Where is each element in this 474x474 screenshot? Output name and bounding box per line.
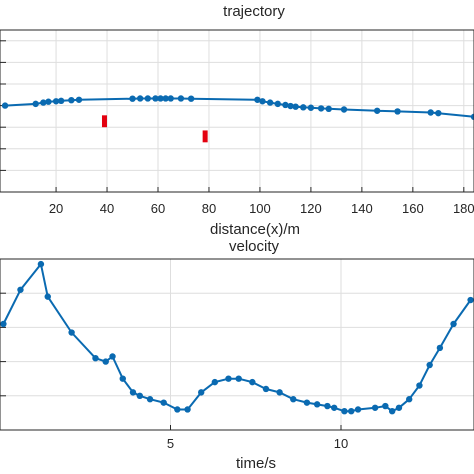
velocity-point [119, 375, 126, 382]
trajectory-point [394, 108, 401, 115]
velocity-xtick-label: 10 [334, 436, 348, 451]
velocity-xtick-label: 5 [167, 436, 174, 451]
trajectory-point [167, 95, 174, 102]
trajectory-point [470, 113, 474, 121]
trajectory-xtick-label: 20 [49, 201, 63, 216]
trajectory-point [300, 104, 307, 111]
velocity-point [129, 389, 137, 396]
velocity-point [467, 296, 474, 304]
trajectory-point [32, 100, 39, 108]
velocity-point [37, 260, 45, 268]
trajectory-line [5, 97, 474, 118]
velocity-point [450, 320, 457, 328]
trajectory-xlabel: distance(x)/m [210, 221, 300, 238]
velocity-point [382, 402, 389, 410]
velocity-point [0, 320, 7, 328]
velocity-point [262, 385, 270, 393]
velocity-axes-frame [0, 258, 474, 431]
velocity-point [44, 293, 51, 300]
trajectory-point [435, 109, 442, 117]
velocity-point [136, 392, 144, 399]
velocity-point [249, 378, 256, 386]
obstacle-marker [101, 115, 107, 128]
trajectory-point [266, 99, 274, 106]
trajectory-point [254, 96, 261, 103]
trajectory-xtick-label: 180 [453, 201, 474, 216]
trajectory-point [144, 95, 152, 102]
trajectory-point [274, 100, 281, 108]
velocity-point [225, 375, 232, 382]
velocity-point [426, 361, 433, 369]
velocity-point [290, 396, 297, 403]
trajectory-panel: trajectory 20 40 60 80 100 120 140 160 180 dista… [0, 3, 474, 238]
velocity-point [354, 406, 362, 413]
trajectory-xtick-label: 160 [402, 201, 424, 216]
trajectory-point [259, 98, 266, 105]
trajectory-point [40, 99, 47, 106]
trajectory-xtick-label: 100 [249, 201, 271, 216]
trajectory-xtick-label: 60 [151, 201, 165, 216]
trajectory-title: trajectory [223, 3, 285, 20]
trajectory-point [68, 97, 75, 104]
velocity-point [313, 401, 321, 408]
velocity-point [109, 353, 116, 360]
trajectory-point [292, 103, 299, 110]
trajectory-point [307, 104, 315, 111]
velocity-point [146, 396, 154, 403]
trajectory-xtick-label: 120 [300, 201, 322, 216]
trajectory-point [340, 106, 348, 113]
trajectory-point [162, 95, 169, 102]
trajectory-point [287, 102, 294, 110]
trajectory-point [152, 95, 159, 102]
velocity-point [303, 399, 311, 406]
trajectory-point [1, 102, 9, 109]
obstacle-marker [202, 130, 208, 143]
trajectory-point [317, 105, 325, 112]
trajectory-point [427, 109, 434, 116]
velocity-point [348, 407, 355, 415]
velocity-point [184, 406, 191, 413]
trajectory-point [157, 95, 164, 102]
velocity-point [160, 399, 167, 406]
trajectory-point [45, 98, 52, 105]
trajectory-xtick-label: 140 [351, 201, 373, 216]
velocity-line [2, 263, 472, 413]
velocity-point [17, 286, 24, 293]
trajectory-axes-frame [0, 29, 474, 193]
trajectory-point [325, 105, 332, 113]
velocity-point [416, 382, 423, 389]
velocity-point [406, 396, 413, 403]
velocity-point [68, 329, 75, 336]
trajectory-point [187, 95, 195, 102]
trajectory-point [52, 98, 60, 105]
velocity-point [92, 354, 99, 362]
velocity-point [371, 404, 379, 411]
velocity-xlabel: time/s [236, 455, 276, 472]
velocity-point [174, 406, 181, 413]
velocity-point [276, 389, 283, 396]
velocity-point [211, 378, 219, 386]
trajectory-point [129, 95, 136, 102]
trajectory-point [282, 101, 289, 109]
velocity-point [102, 358, 109, 365]
velocity-panel: velocity 5 10 time/s [0, 238, 474, 472]
velocity-point [388, 407, 396, 415]
trajectory-point [373, 107, 381, 114]
velocity-point [324, 402, 331, 410]
trajectory-point [136, 95, 144, 102]
trajectory-point [57, 97, 65, 105]
velocity-point [341, 407, 348, 415]
velocity-point [436, 344, 444, 352]
velocity-point [330, 404, 338, 411]
trajectory-point [177, 95, 185, 102]
trajectory-xtick-label: 40 [100, 201, 114, 216]
velocity-point [235, 375, 242, 382]
velocity-point [395, 404, 403, 411]
velocity-title: velocity [229, 238, 280, 255]
velocity-point [197, 389, 205, 396]
trajectory-point [75, 96, 83, 103]
trajectory-xtick-label: 80 [202, 201, 216, 216]
